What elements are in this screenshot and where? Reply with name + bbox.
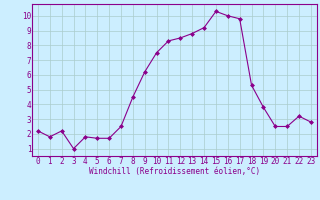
X-axis label: Windchill (Refroidissement éolien,°C): Windchill (Refroidissement éolien,°C) bbox=[89, 167, 260, 176]
